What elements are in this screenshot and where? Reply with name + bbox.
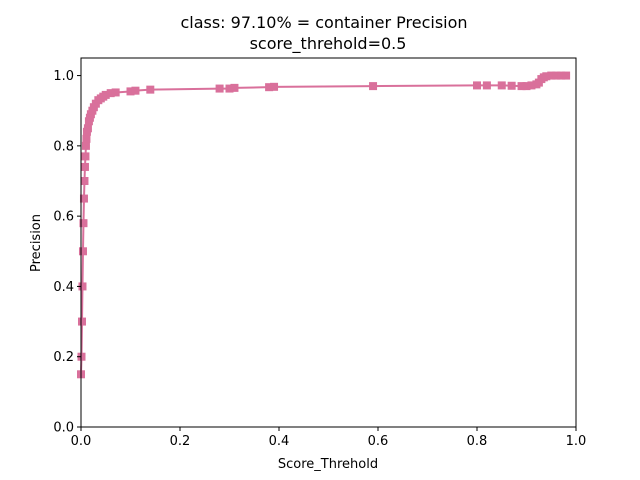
y-tick-label: 0.0 [53,421,74,436]
y-tick-label: 0.8 [53,139,74,154]
data-point-marker [80,177,89,185]
chart-title-line2: score_threhold=0.5 [250,34,407,54]
x-tick-label: 0.4 [269,434,290,449]
y-tick-label: 1.0 [53,69,74,84]
data-point-marker [522,82,531,91]
ticks-layer: 0.0 0.2 0.4 0.6 0.8 1.0 0.0 0.2 0.4 0.6 0.8 1.0 [53,69,586,449]
data-point-marker [215,84,224,93]
data-point-marker [230,83,239,92]
x-tick-label: 0.6 [368,434,389,449]
data-point-marker [131,86,140,95]
data-point-marker [126,87,135,96]
data-point-marker [81,152,90,161]
data-point-marker [78,247,87,256]
y-tick-label: 0.2 [53,350,74,365]
plot-layer [77,71,571,379]
data-point-marker [79,194,88,203]
data-point-marker [78,282,87,291]
data-point-marker [369,82,378,91]
data-point-marker [517,82,526,91]
data-point-marker [473,81,481,90]
plot-frame [80,57,577,428]
data-point-marker [106,89,115,98]
data-point-marker [146,85,155,94]
data-point-marker [225,84,234,93]
data-point-marker [557,71,566,80]
data-point-marker [101,90,110,99]
data-point-marker [527,81,536,90]
y-axis-label: Precision [29,214,44,272]
data-point-marker [77,317,86,326]
data-point-marker [547,71,556,80]
data-point-marker [507,81,516,90]
x-axis-label: Score_Threhold [278,457,378,472]
y-tick-label: 0.6 [53,210,74,225]
data-point-marker [83,124,92,133]
x-tick-label: 0.2 [170,434,191,449]
data-point-marker [270,82,279,91]
data-point-marker [552,71,561,80]
x-tick-label: 0.8 [467,434,488,449]
data-point-marker [497,81,506,90]
data-point-marker [265,83,274,92]
chart-title-line1: class: 97.10% = container Precision [180,13,467,32]
y-tick-label: 0.4 [53,280,74,295]
data-point-marker [80,162,89,171]
data-point-marker [81,141,90,150]
data-point-marker [82,134,91,143]
x-tick-label: 0.0 [71,434,92,449]
data-point-marker [79,219,88,228]
data-point-marker [542,72,551,81]
data-point-marker [562,71,571,80]
data-point-marker [111,88,120,97]
data-point-marker [482,81,491,90]
x-tick-label: 1.0 [566,434,587,449]
